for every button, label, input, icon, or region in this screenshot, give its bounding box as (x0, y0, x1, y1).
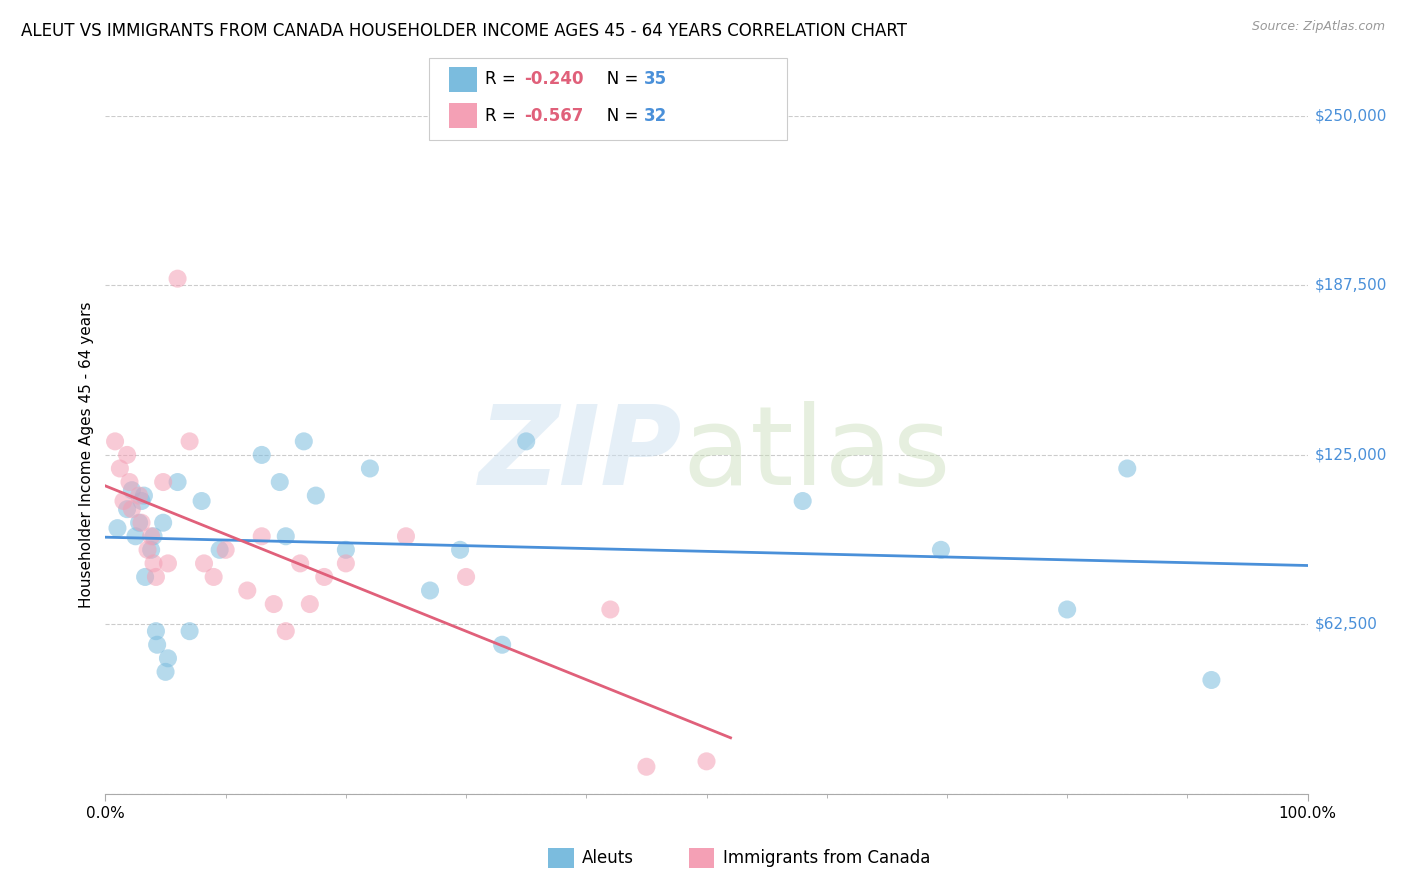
Point (208, 542, 231, 557)
Point (115, 448, 138, 462)
Point (121, 483, 143, 498)
Point (274, 529, 297, 543)
Point (250, 529, 273, 543)
Text: N =: N = (591, 107, 643, 125)
Point (359, 461, 381, 475)
Text: Aleuts: Aleuts (582, 849, 634, 867)
Point (193, 557, 215, 571)
Point (108, 461, 131, 475)
Point (298, 597, 321, 611)
Text: atlas: atlas (682, 401, 950, 508)
Point (696, 755, 718, 769)
Point (166, 475, 188, 489)
Point (314, 570, 336, 584)
Point (214, 542, 236, 557)
Point (107, 521, 129, 535)
Point (263, 597, 285, 611)
Text: ZIP: ZIP (479, 401, 682, 508)
Point (202, 570, 225, 584)
Point (179, 434, 201, 449)
Y-axis label: Householder Income Ages 45 - 64 years: Householder Income Ages 45 - 64 years (79, 301, 94, 608)
Point (236, 583, 259, 598)
Point (929, 542, 952, 557)
Text: R =: R = (485, 70, 522, 88)
Point (104, 434, 127, 449)
Point (156, 557, 179, 571)
Point (118, 475, 141, 489)
Point (179, 624, 201, 639)
Text: 35: 35 (644, 70, 666, 88)
Text: -0.567: -0.567 (524, 107, 583, 125)
Point (792, 494, 814, 508)
Point (290, 557, 312, 571)
Point (335, 557, 357, 571)
Point (139, 529, 162, 543)
Text: $187,500: $187,500 (1315, 278, 1386, 293)
Point (121, 502, 143, 516)
Point (124, 529, 146, 543)
Point (112, 494, 135, 508)
Point (515, 434, 537, 449)
Text: $250,000: $250,000 (1315, 109, 1386, 123)
Point (166, 271, 188, 285)
Text: N =: N = (591, 70, 643, 88)
Point (115, 502, 138, 516)
Text: R =: R = (485, 107, 522, 125)
Point (152, 516, 174, 530)
Text: -0.240: -0.240 (524, 70, 583, 88)
Point (419, 583, 441, 598)
Point (274, 624, 297, 639)
Text: Immigrants from Canada: Immigrants from Canada (723, 849, 929, 867)
Text: Source: ZipAtlas.com: Source: ZipAtlas.com (1251, 20, 1385, 33)
Point (454, 570, 477, 584)
Point (145, 570, 167, 584)
Point (190, 494, 212, 508)
Point (292, 434, 315, 449)
Point (449, 542, 471, 557)
Point (636, 760, 658, 774)
Point (152, 475, 174, 489)
Point (131, 494, 153, 508)
Point (156, 651, 179, 665)
Point (269, 475, 291, 489)
Point (142, 529, 165, 543)
Point (250, 448, 273, 462)
Point (335, 542, 357, 557)
Point (146, 638, 169, 652)
Text: ALEUT VS IMMIGRANTS FROM CANADA HOUSEHOLDER INCOME AGES 45 - 64 YEARS CORRELATIO: ALEUT VS IMMIGRANTS FROM CANADA HOUSEHOL… (21, 22, 907, 40)
Point (1116, 461, 1139, 475)
Point (136, 542, 159, 557)
Text: 32: 32 (644, 107, 668, 125)
Point (491, 638, 513, 652)
Point (599, 602, 621, 616)
Point (128, 516, 150, 530)
Point (132, 489, 155, 503)
Text: $125,000: $125,000 (1315, 448, 1386, 462)
Point (128, 489, 150, 503)
Point (145, 624, 167, 639)
Point (395, 529, 418, 543)
Point (1201, 673, 1223, 687)
Point (155, 665, 177, 679)
Text: $62,500: $62,500 (1315, 617, 1378, 632)
Point (139, 542, 162, 557)
Point (131, 516, 153, 530)
Point (1056, 602, 1078, 616)
Point (305, 489, 328, 503)
Point (134, 570, 156, 584)
Point (142, 557, 165, 571)
